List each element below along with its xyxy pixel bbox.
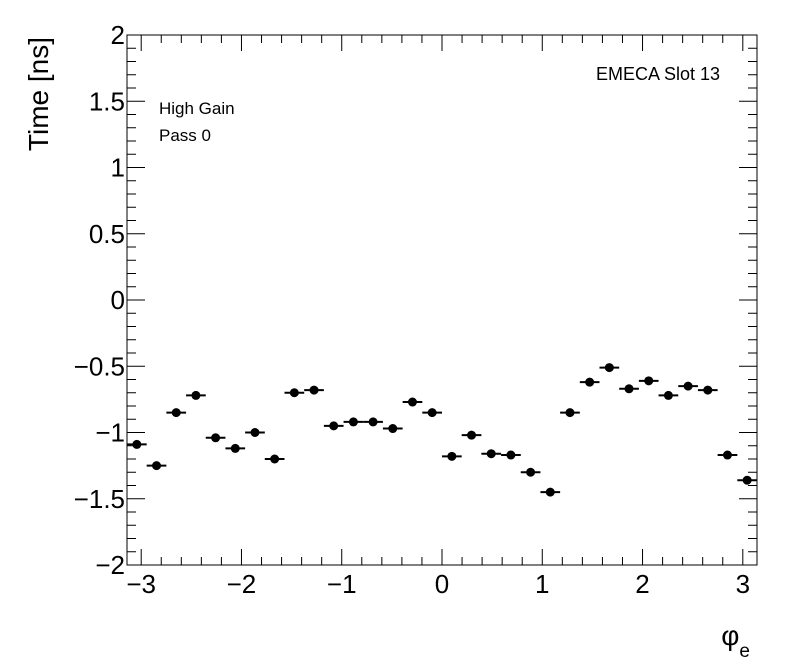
data-point — [486, 449, 496, 459]
data-point — [407, 397, 417, 407]
y-tick-label: 0 — [111, 285, 125, 315]
data-point — [171, 408, 181, 418]
data-points — [127, 363, 757, 497]
y-tick-label: −2 — [95, 550, 125, 580]
data-point — [388, 424, 398, 434]
data-point — [132, 439, 142, 449]
x-tick-label: 3 — [736, 569, 750, 599]
data-point — [585, 377, 595, 387]
data-point — [329, 421, 339, 431]
annotation-gain: High Gain — [159, 99, 235, 118]
y-axis-title: Time [ns] — [23, 37, 54, 151]
y-tick-label: 1 — [111, 153, 125, 183]
data-point — [211, 433, 221, 443]
data-point — [506, 450, 516, 460]
data-point — [604, 363, 614, 373]
data-point — [270, 454, 280, 464]
annotation-slot: EMECA Slot 13 — [596, 64, 720, 84]
data-point — [624, 384, 634, 394]
data-point — [250, 428, 260, 437]
y-tick-label: 2 — [111, 20, 125, 50]
x-axis-title-symbol: φ — [721, 620, 739, 651]
axis-tick-labels: −3 −2 −1 0 1 2 3−2−1.5−1−0.500.511.52 — [74, 20, 750, 599]
y-tick-label: −1.5 — [74, 484, 125, 514]
data-point — [565, 408, 575, 418]
data-point — [447, 451, 457, 461]
x-tick-label: 2 — [635, 569, 649, 599]
data-point — [722, 450, 732, 460]
data-point — [467, 430, 477, 440]
x-tick-label: −1 — [327, 569, 357, 599]
x-tick-label: −2 — [227, 569, 257, 599]
data-point — [683, 381, 693, 391]
data-point — [526, 467, 536, 477]
data-point — [348, 417, 358, 427]
data-point — [368, 417, 378, 427]
x-tick-label: −3 — [126, 569, 156, 599]
data-point — [152, 461, 162, 471]
data-point — [703, 385, 713, 395]
data-point — [191, 390, 201, 400]
x-tick-label: 0 — [435, 569, 449, 599]
axis-ticks — [127, 34, 757, 566]
data-point — [289, 388, 299, 398]
x-axis-title-subscript: e — [739, 641, 750, 662]
data-point — [663, 390, 673, 400]
data-point — [309, 385, 319, 395]
y-tick-label: −1 — [95, 418, 125, 448]
x-tick-label: 1 — [535, 569, 549, 599]
data-point — [427, 408, 437, 418]
x-axis-title: φe — [721, 620, 750, 662]
y-tick-label: −0.5 — [74, 351, 125, 381]
data-point — [742, 475, 752, 485]
data-point — [230, 443, 240, 453]
y-tick-label: 1.5 — [89, 86, 125, 116]
data-point — [545, 487, 555, 497]
y-tick-label: 0.5 — [89, 219, 125, 249]
data-point — [644, 376, 654, 386]
annotation-pass: Pass 0 — [159, 126, 211, 145]
